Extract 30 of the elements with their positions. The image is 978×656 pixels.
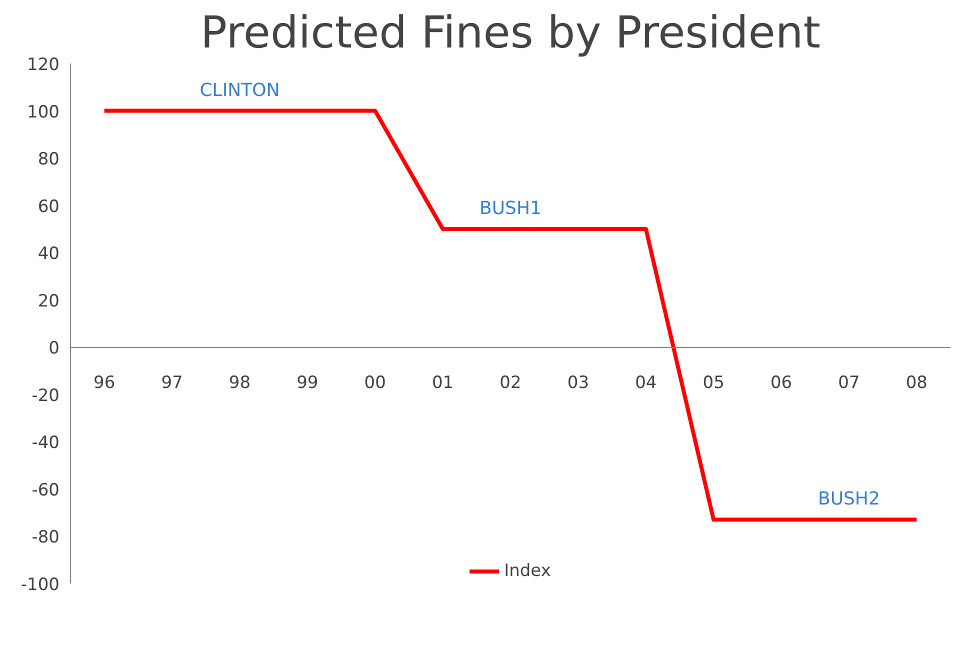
y-tick-label: 0 [48, 338, 60, 359]
y-tick-label: -80 [32, 528, 60, 548]
y-tick-label: 40 [38, 244, 60, 264]
x-tick-label: 06 [770, 373, 792, 394]
annotation: CLINTON [200, 80, 280, 101]
annotation: BUSH2 [818, 488, 880, 510]
x-tick-label: 97 [161, 373, 183, 394]
x-tick-label: 02 [500, 373, 522, 394]
x-tick-label: 01 [432, 373, 454, 394]
x-tick-label: 04 [635, 373, 657, 394]
x-tick-label: 07 [838, 373, 860, 394]
x-tick-label: 00 [364, 373, 386, 394]
x-tick-label: 08 [906, 373, 928, 394]
y-tick-label: -60 [32, 480, 60, 500]
x-tick-label: 03 [567, 373, 590, 394]
y-tick-label: 100 [27, 102, 60, 122]
x-tick-label: 05 [702, 373, 724, 394]
y-tick-label: -40 [32, 433, 60, 454]
chart-title: Predicted Fines by President [200, 8, 820, 58]
x-tick-label: 96 [94, 373, 116, 394]
y-tick-label: 20 [38, 291, 60, 312]
legend-label: Index [504, 561, 551, 581]
annotation: BUSH1 [480, 198, 542, 219]
y-tick-label: -100 [20, 575, 60, 595]
x-tick-label: 99 [296, 373, 318, 394]
y-tick-label: 80 [38, 150, 60, 170]
y-tick-label: 120 [27, 55, 60, 75]
y-tick-label: 60 [38, 196, 60, 217]
y-tick-label: -20 [32, 386, 60, 406]
x-tick-label: 98 [228, 373, 251, 394]
